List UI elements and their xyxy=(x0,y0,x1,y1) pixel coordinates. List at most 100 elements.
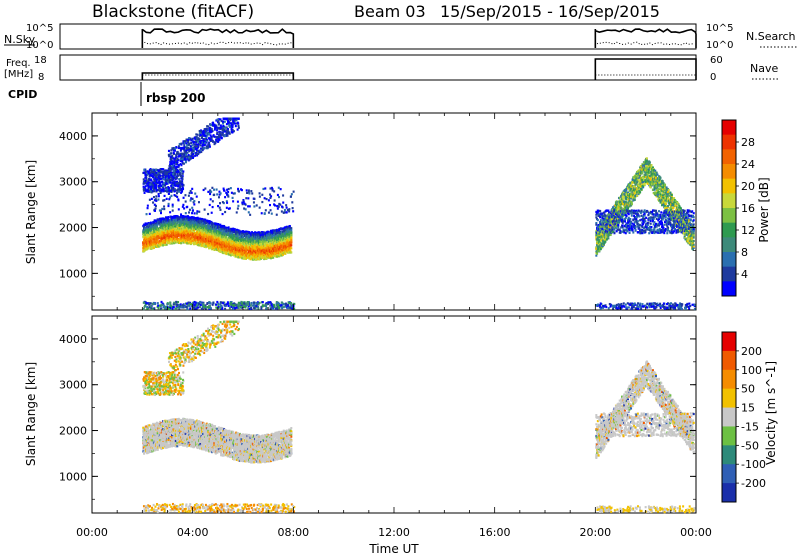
power-pixel xyxy=(231,231,234,234)
power-pixel xyxy=(223,120,226,123)
power-pixel xyxy=(241,245,244,248)
nsearch-label: N.Search xyxy=(746,30,796,43)
power-pixel xyxy=(159,174,162,177)
power-pixel xyxy=(290,234,293,237)
power-pixel xyxy=(145,226,148,229)
power-pixel xyxy=(199,234,202,237)
power-pixel xyxy=(238,244,241,247)
power-pixel xyxy=(180,168,183,171)
power-pixel xyxy=(229,252,232,255)
power-pixel xyxy=(235,240,238,243)
power-pixel xyxy=(179,180,182,183)
power-pixel xyxy=(224,232,227,235)
power-pixel xyxy=(183,237,186,240)
power-pixel xyxy=(237,253,240,256)
power-pixel xyxy=(238,241,241,244)
power-pixel xyxy=(223,232,226,235)
power-pixel xyxy=(156,241,159,244)
power-pixel xyxy=(201,233,204,236)
power-pixel xyxy=(144,185,147,188)
power-pixel xyxy=(183,218,186,221)
power-pixel xyxy=(161,229,164,232)
power-pixel xyxy=(167,217,170,220)
power-pixel xyxy=(157,235,160,238)
power-pixel xyxy=(202,231,205,234)
power-pixel xyxy=(235,253,238,257)
nsearch-tick-bottom: 10^0 xyxy=(706,40,733,51)
power-pixel xyxy=(149,178,152,181)
power-pixel xyxy=(241,254,244,257)
power-pixel xyxy=(222,243,225,246)
power-pixel xyxy=(142,247,145,250)
power-pixel xyxy=(161,237,164,240)
freq-label-2: [MHz] xyxy=(4,69,33,80)
power-pixel xyxy=(154,168,157,172)
power-pixel xyxy=(170,230,173,233)
power-pixel xyxy=(218,239,221,242)
power-pixel xyxy=(240,241,243,244)
power-pixel xyxy=(154,177,157,180)
power-pixel xyxy=(170,189,173,192)
power-pixel xyxy=(146,238,149,242)
power-pixel xyxy=(214,236,217,239)
power-pixel xyxy=(164,241,167,244)
power-pixel xyxy=(143,171,146,174)
power-pixel xyxy=(243,256,246,259)
power-pixel xyxy=(229,249,232,252)
power-pixel xyxy=(167,239,170,242)
nsky-tick-bottom: 10^0 xyxy=(26,40,53,51)
power-pixel xyxy=(142,236,145,239)
power-pixel xyxy=(225,231,228,234)
power-pixel xyxy=(149,174,152,177)
power-pixel xyxy=(169,234,172,238)
power-pixel xyxy=(210,227,213,230)
power-pixel xyxy=(214,229,217,232)
power-pixel xyxy=(178,226,181,230)
power-pixel xyxy=(147,244,150,247)
power-pixel xyxy=(187,216,190,219)
power-pixel xyxy=(213,234,216,237)
power-pixel xyxy=(168,178,171,181)
power-pixel xyxy=(152,232,155,235)
power-pixel xyxy=(208,220,211,224)
power-pixel xyxy=(182,220,185,223)
power-pixel xyxy=(189,241,192,244)
power-pixel xyxy=(290,251,293,254)
power-pixel xyxy=(236,243,239,246)
power-pixel xyxy=(155,242,158,246)
power-pixel xyxy=(191,238,194,241)
power-pixel xyxy=(230,240,233,244)
power-pixel xyxy=(225,243,228,246)
power-pixel xyxy=(200,245,203,248)
power-pixel xyxy=(217,234,220,237)
power-pixel xyxy=(177,170,180,173)
power-pixel xyxy=(164,237,167,240)
power-pixel xyxy=(173,241,176,245)
power-pixel xyxy=(198,217,201,220)
power-pixel xyxy=(158,217,161,220)
nave-tick-bottom: 0 xyxy=(710,72,716,83)
power-pixel xyxy=(217,225,220,228)
power-pixel xyxy=(200,224,203,227)
station-title: Blackstone (fitACF) xyxy=(92,2,254,22)
power-pixel xyxy=(186,234,189,238)
power-pixel xyxy=(143,168,146,171)
power-pixel xyxy=(147,181,150,184)
power-pixel xyxy=(148,225,151,228)
power-pixel xyxy=(197,225,200,228)
power-pixel xyxy=(179,238,182,242)
power-pixel xyxy=(143,240,146,243)
power-pixel xyxy=(177,174,180,177)
power-pixel xyxy=(160,240,163,244)
power-pixel xyxy=(143,227,146,230)
power-pixel xyxy=(178,142,181,146)
power-pixel xyxy=(215,237,218,240)
power-pixel xyxy=(203,236,206,239)
power-pixel xyxy=(174,215,177,218)
power-pixel xyxy=(290,228,293,232)
power-pixel xyxy=(234,246,237,249)
power-pixel xyxy=(155,180,158,184)
power-pixel xyxy=(221,247,224,251)
power-pixel xyxy=(158,184,161,188)
power-pixel xyxy=(288,224,291,228)
